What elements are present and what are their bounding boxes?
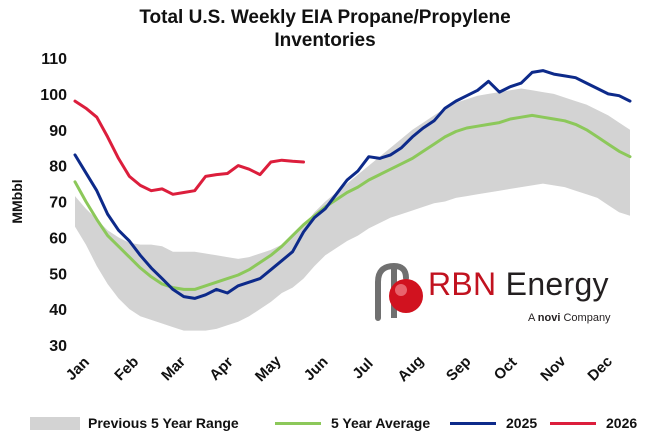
x-tick-label: Jan: [63, 354, 93, 384]
logo-brand-suffix: Energy: [505, 266, 609, 302]
x-tick-label: Feb: [111, 353, 142, 384]
x-tick-label: Jul: [349, 355, 376, 382]
legend-swatch-range: [30, 416, 80, 430]
legend-swatch-2025: [450, 421, 496, 425]
x-tick-label: Jun: [301, 353, 332, 384]
logo-brand: RBN Energy: [428, 266, 609, 302]
legend-label-average: 5 Year Average: [331, 415, 431, 431]
y-tick-label: 30: [49, 338, 67, 355]
y-tick-label: 60: [49, 230, 67, 247]
x-tick-label: Nov: [537, 352, 570, 385]
y-tick-label: 50: [49, 266, 67, 283]
x-tick-label: Aug: [394, 352, 427, 385]
legend-item-average: 5 Year Average: [275, 412, 430, 434]
logo-brand-prefix: RBN: [428, 266, 497, 302]
legend-label-2026: 2026: [606, 415, 638, 431]
logo-tagline-company: novi: [537, 312, 561, 324]
legend-item-2025: 2025: [450, 412, 537, 434]
y-tick-label: 100: [40, 87, 67, 104]
y-axis-label: MMbbl: [9, 179, 25, 223]
legend-label-range: Previous 5 Year Range: [88, 415, 239, 431]
x-tick-label: Sep: [443, 353, 474, 384]
legend-item-range: Previous 5 Year Range: [30, 412, 239, 434]
rbn-logo-mark-icon: [375, 262, 423, 321]
y-tick-label: 110: [41, 51, 67, 68]
x-tick-label: Oct: [491, 354, 521, 384]
x-tick-label: Dec: [584, 353, 615, 384]
x-tick-label: Apr: [206, 354, 236, 384]
legend-swatch-average: [275, 421, 321, 425]
range-band: [75, 88, 630, 331]
chart-legend: Previous 5 Year Range 5 Year Average 202…: [10, 412, 650, 434]
series-line-2025: [73, 69, 632, 300]
legend-item-2026: 2026: [550, 412, 637, 434]
logo-tagline: A novi Company: [528, 312, 611, 324]
series-line-2026: [73, 99, 305, 196]
y-tick-label: 40: [49, 302, 67, 319]
x-tick-label: May: [252, 352, 285, 385]
legend-swatch-2026: [550, 421, 596, 425]
legend-label-2025: 2025: [506, 415, 538, 431]
chart-title-line2: Inventories: [274, 30, 376, 51]
logo-tagline-rest: Company: [563, 312, 611, 324]
y-tick-label: 70: [49, 195, 67, 212]
y-tick-label: 90: [49, 123, 67, 140]
x-tick-label: Mar: [158, 353, 189, 384]
logo-tagline-a: A: [528, 312, 535, 324]
rbn-energy-logo: RBN Energy A novi Company: [368, 260, 638, 340]
chart-title-line1: Total U.S. Weekly EIA Propane/Propylene: [139, 7, 511, 28]
y-tick-label: 80: [49, 159, 67, 176]
chart-title: Total U.S. Weekly EIA Propane/Propylene …: [0, 6, 650, 52]
